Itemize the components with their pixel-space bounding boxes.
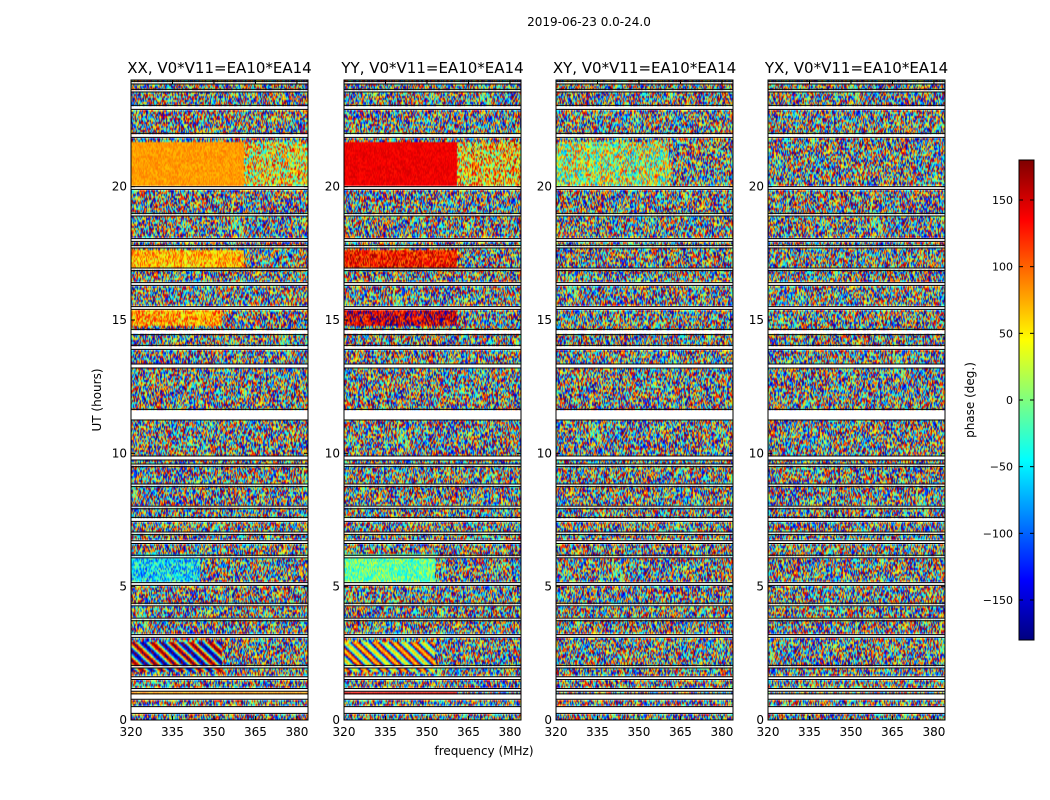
y-tick-label: 15 — [749, 313, 764, 327]
y-tick-label: 10 — [537, 446, 552, 460]
panel-frame — [130, 79, 309, 721]
y-tick-label: 0 — [119, 713, 127, 727]
x-tick-label: 350 — [840, 725, 863, 739]
panel-title: XY, V0*V11=EA10*EA14 — [553, 59, 736, 77]
x-tick-label: 320 — [757, 725, 780, 739]
x-tick-label: 335 — [586, 725, 609, 739]
x-tick-label: 365 — [669, 725, 692, 739]
y-tick-label: 20 — [112, 180, 127, 194]
panel-title: YY, V0*V11=EA10*EA14 — [340, 59, 523, 77]
x-tick-label: 335 — [798, 725, 821, 739]
colorbar-tick-label: 150 — [992, 194, 1013, 207]
colorbar-label: phase (deg.) — [963, 362, 977, 438]
colorbar-tick-label: −150 — [983, 594, 1013, 607]
x-tick-label: 320 — [120, 725, 143, 739]
x-tick-label: 365 — [244, 725, 267, 739]
y-tick-label: 20 — [749, 180, 764, 194]
x-tick-label: 380 — [285, 725, 308, 739]
panel-frame — [767, 79, 946, 721]
y-tick-label: 5 — [332, 580, 340, 594]
x-tick-label: 365 — [881, 725, 904, 739]
figure-title: 2019-06-23 0.0-24.0 — [527, 15, 651, 29]
panel-title: XX, V0*V11=EA10*EA14 — [127, 59, 311, 77]
y-axis-label: UT (hours) — [90, 368, 104, 431]
y-tick-label: 15 — [537, 313, 552, 327]
y-tick-label: 20 — [325, 180, 340, 194]
colorbar-tick-label: −50 — [990, 461, 1013, 474]
x-tick-label: 365 — [457, 725, 480, 739]
panel-1: YY, V0*V11=EA10*EA14 320 335 350 365 380 0 5 10 1… — [325, 59, 524, 739]
panel-3: YX, V0*V11=EA10*EA14 320 335 350 365 380 0 5 10 1… — [749, 59, 948, 739]
panel-frame — [555, 79, 734, 721]
x-tick-label: 335 — [374, 725, 397, 739]
x-tick-label: 335 — [161, 725, 184, 739]
colorbar-tick-label: 0 — [1006, 394, 1013, 407]
x-tick-label: 320 — [545, 725, 568, 739]
colorbar-tick-label: 50 — [999, 327, 1013, 340]
panel-frame — [343, 79, 522, 721]
panel-2: XY, V0*V11=EA10*EA14 320 335 350 365 380 0 5 10 1… — [537, 59, 736, 739]
y-tick-label: 10 — [749, 446, 764, 460]
y-tick-label: 15 — [325, 313, 340, 327]
panel-0: XX, V0*V11=EA10*EA14 320 335 350 365 380 0 5 10 1… — [112, 59, 312, 739]
y-tick-label: 0 — [544, 713, 552, 727]
colorbar: 150 100 50 0 −50 −100 −150 phase (deg.) — [963, 159, 1035, 641]
y-tick-label: 0 — [332, 713, 340, 727]
colorbar-tick-label: −100 — [983, 527, 1013, 540]
y-tick-label: 10 — [325, 446, 340, 460]
x-tick-label: 380 — [710, 725, 733, 739]
panel-title: YX, V0*V11=EA10*EA14 — [764, 59, 948, 77]
y-tick-label: 5 — [544, 580, 552, 594]
y-tick-label: 20 — [537, 180, 552, 194]
x-tick-label: 320 — [333, 725, 356, 739]
phase-heatmap — [556, 80, 733, 720]
y-tick-label: 5 — [119, 580, 127, 594]
y-tick-label: 5 — [756, 580, 764, 594]
x-tick-label: 350 — [416, 725, 439, 739]
phase-heatmap — [768, 80, 945, 720]
y-tick-label: 10 — [112, 446, 127, 460]
y-tick-label: 15 — [112, 313, 127, 327]
x-tick-label: 380 — [498, 725, 521, 739]
x-tick-label: 350 — [203, 725, 226, 739]
x-tick-label: 350 — [628, 725, 651, 739]
x-axis-label: frequency (MHz) — [434, 744, 533, 758]
y-tick-label: 0 — [756, 713, 764, 727]
colorbar-tick-label: 100 — [992, 261, 1013, 274]
phase-heatmap — [131, 80, 308, 720]
x-tick-label: 380 — [922, 725, 945, 739]
phase-heatmap — [344, 80, 521, 720]
